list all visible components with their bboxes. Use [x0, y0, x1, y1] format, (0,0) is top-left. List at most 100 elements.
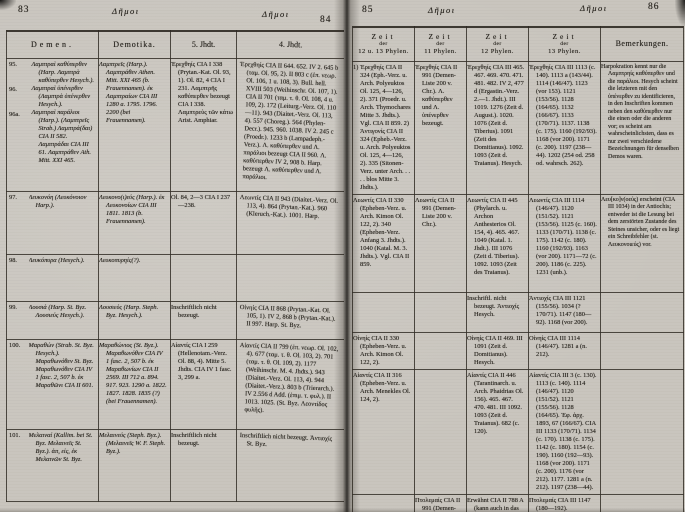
zeit-12-cell: Inschriftl. nicht bezeugt. Ἀντιοχίς Hesy… — [466, 291, 529, 333]
column-header-demen: Demen. — [5, 30, 100, 59]
running-head: Δῆμοι — [580, 3, 608, 13]
jhdt4-cell: Λεωντίς CIA II 943 (Diaitet.-Verz. Ol. 1… — [236, 190, 344, 255]
bemerkungen-cell — [600, 331, 684, 370]
jhdt4-cell — [236, 253, 344, 302]
column-header-bemerkungen: Bemerkungen. — [600, 26, 684, 62]
table-row: 101. Μελαιναί (Kallim. bei St. Byz. Μελα… — [6, 428, 344, 502]
table-row: Λεωντίς CIA II 330 (Epheben-Verz. u. Arc… — [352, 193, 684, 293]
row-number: 101. — [6, 428, 29, 502]
demotika-cell: Μελαινεύς (Steph. Byz.). (Μελαινεῖς W. F… — [98, 428, 172, 502]
table-row: 95. 96. 96a. Λαμπτραὶ καθύπερθεν (Harp. … — [6, 57, 344, 192]
table-row: 100. Μαραθών (Strab. St. Byz. Hesych.). … — [6, 338, 344, 430]
header-line: Zeit — [428, 32, 453, 42]
table-header-row: Demen. Demotika. 5. Jhdt. 4. Jhdt. — [5, 30, 344, 59]
column-header-zeit-11-phylen: Zeit der 11 Phylen. — [414, 26, 467, 62]
running-head: Δῆμοι — [428, 5, 456, 15]
header-line: 11 Phylen. — [424, 48, 457, 56]
jhdt5-cell: Inschriftlich nicht bezeugt. — [170, 428, 238, 502]
zeit-12-13-cell: Αἰαντίς CIA II 316 (Epheben-Verz. u. Arc… — [352, 368, 415, 495]
column-header-4-jhdt-label: 4. Jhdt. — [278, 39, 303, 50]
column-header-zeit-12-13-phylen: Zeit der 12 u. 13 Phylen. — [352, 26, 415, 62]
bemerkungen-cell — [600, 493, 684, 512]
zeit-13-cell: Ἐρεχθηίς CIA III 1113 (c. 140). 1113 a (… — [528, 60, 601, 195]
demotika-cell: Λαμπτρεῖς (Harp.). Λαμπτράθεν Athen. Mit… — [98, 57, 172, 192]
zeit-12-cell: Οἰνηίς CIA II 469. III 1091 (Zeit d. Dom… — [466, 331, 529, 370]
header-line: Zeit — [485, 32, 510, 42]
demotika-cell: Λουσιεύς (Harp. Steph. Byz. Hesych.). — [98, 300, 172, 340]
demotika-cell: Λευκοπυρηίς(?). — [98, 253, 172, 302]
scan-corner-shadow-top-right — [675, 0, 685, 26]
demen-cell: Μαραθών (Strab. St. Byz. Hesych.). Μαραθ… — [28, 338, 100, 430]
table-row: 1) Ἐρεχθηίς CIA II 324 (Eph.-Verz. u. Ar… — [352, 60, 684, 195]
header-line: 12 Phylen. — [481, 48, 514, 56]
jhdt4-text — [240, 257, 340, 261]
zeit-12-13-cell — [352, 291, 415, 333]
running-head: Δῆμοι — [262, 9, 290, 19]
row-number: 96a. — [9, 110, 20, 118]
row-number: 99. — [6, 300, 29, 340]
jhdt4-cell: Αἰαντίς CIA II 799 (ἐπ. νεωρ. Ol. 102, 4… — [236, 338, 344, 430]
demen-cell: Λευκονόη (Λευκόνοιον Harp.). — [28, 190, 100, 255]
jhdt4-text: Ἐρεχθηίς CIA II 644. 652. IV 2. 645 b (τ… — [239, 60, 339, 181]
bemerkungen-cell: Harpokration kennt nur die Λαμπτρηίς καθ… — [600, 60, 684, 195]
zeit-12-cell: Λεωντίς CIA II 445 (Phylarch. u. Archon … — [466, 193, 529, 293]
row-number: 100. — [6, 338, 29, 430]
column-header-5-jhdt: 5. Jhdt. — [170, 30, 238, 59]
deme-entry: Λαμπτραὶ καθύπερθεν (Harp. Λαμπτρὰ καθύπ… — [31, 60, 95, 84]
jhdt4-text: Οἰνηίς CIA II 868 (Prytan.-Kat. Ol. 105,… — [239, 303, 336, 329]
zeit-11-cell: Λεωντίς CIA II 991 (Demen-Liste 200 v. C… — [414, 193, 467, 293]
column-header-4-jhdt: 4. Jhdt. — [236, 30, 344, 59]
header-line: der — [560, 41, 569, 48]
row-number: 98. — [6, 253, 29, 302]
deme-table-left: Demen. Demotika. 5. Jhdt. 4. Jhdt. 95. 9… — [5, 30, 344, 502]
table-row: 98. Λευκόπυρα (Hesych.). Λευκοπυρηίς(?). — [6, 253, 344, 302]
row-number: 97. — [6, 190, 29, 255]
running-head: Δῆμοι — [112, 6, 140, 16]
table-row: 99. Λουσιά (Harp. St. Byz. Λουσιεύς Hesy… — [6, 300, 344, 340]
demen-cell: Λουσιά (Harp. St. Byz. Λουσιεύς Hesych.)… — [28, 300, 100, 340]
zeit-11-cell: Ἐρεχθηίς CIA II 991 (Demen-Liste 200 v. … — [414, 60, 467, 195]
row-number: 95. — [9, 60, 17, 68]
header-line: der — [436, 41, 445, 48]
scan-corner-shadow-top-left — [0, 0, 16, 10]
zeit-12-13-cell: Λεωντίς CIA II 330 (Epheben-Verz. u. Arc… — [352, 193, 415, 293]
demotika-cell: Μαραθώνιος (St. Byz.). Μαραθωνόθεν CIA I… — [98, 338, 172, 430]
jhdt5-cell: Ἐρεχθηίς CIA I 338 (Prytan.-Kat. Ol. 93,… — [170, 57, 238, 192]
zeit-12-cell: Ἐρεχθηίς CIA III 465. 467. 469. 470. 471… — [466, 60, 529, 195]
jhdt4-cell: Οἰνηίς CIA II 868 (Prytan.-Kat. Ol. 105,… — [236, 300, 344, 340]
jhdt4-text: Λεωντίς CIA II 943 (Diaitet.-Verz. Ol. 1… — [239, 193, 339, 220]
deme-entry: Λαμπτραὶ παράλιοι (Harp.). (Λαμπτρεῖς St… — [31, 108, 93, 164]
zeit-11-cell — [414, 331, 467, 370]
zeit-13-cell: Οἰνηίς CIA III 1114 (146/47). 1281 a (n.… — [528, 331, 601, 370]
table-row: Αἰαντίς CIA II 316 (Epheben-Verz. u. Arc… — [352, 368, 684, 495]
jhdt4-cell: Inschriftlich nicht bezeugt. Ἀντιοχίς St… — [236, 428, 344, 502]
demen-cell: Λευκόπυρα (Hesych.). — [28, 253, 100, 302]
zeit-11-cell — [414, 368, 467, 495]
demen-cell: Μελαιναί (Kallim. bei St. Byz. Μελαινεῖς… — [28, 428, 100, 502]
table-header-row: Zeit der 12 u. 13 Phylen. Zeit der 11 Ph… — [352, 26, 684, 62]
zeit-13-cell: Ἀντιοχίς CIA III 1121 (155/56). 1034 (?1… — [528, 291, 601, 333]
zeit-12-13-cell: Οἰνηίς CIA II 330 (Epheben-Verz. u. Arch… — [352, 331, 415, 370]
demen-cell: Λαμπτραὶ καθύπερθεν (Harp. Λαμπτρὰ καθύπ… — [28, 57, 100, 192]
page-number: 84 — [320, 15, 332, 25]
header-line: 13 Phylen. — [548, 48, 581, 56]
jhdt5-cell: Inschriftlich nicht bezeugt. — [170, 300, 238, 340]
jhdt4-cell: Ἐρεχθηίς CIA II 644. 652. IV 2. 645 b (τ… — [236, 57, 344, 192]
demotika-cell: Λευκονο(ι)εύς (Harp.). ἐκ Λευκονοίων CIA… — [98, 190, 172, 255]
jhdt5-cell — [170, 253, 238, 302]
zeit-13-cell: Αἰαντίς CIA III 3 (c. 130). 1113 (c. 140… — [528, 368, 601, 495]
header-line: der — [493, 41, 502, 48]
header-line: Zeit — [371, 32, 396, 42]
column-header-demotika: Demotika. — [98, 30, 172, 59]
table-row: Inschriftl. nicht bezeugt. Ἀντιοχίς Hesy… — [352, 291, 684, 333]
zeit-12-cell: Αἰαντίς CIA II 446 (Tarantinarch. u. Arc… — [466, 368, 529, 495]
row-number: 96. — [9, 85, 17, 93]
zeit-12-13-cell: 1) Ἐρεχθηίς CIA II 324 (Eph.-Verz. u. Ar… — [352, 60, 415, 195]
bemerkungen-cell: Λευ[κο]ν(οεύς) erscheint (CIA III 1034) … — [600, 193, 684, 293]
jhdt5-cell: Ol. 84, 2—3 CIA I 237—238. — [170, 190, 238, 255]
page-number: 83 — [18, 5, 30, 15]
page-number: 86 — [648, 2, 660, 12]
jhdt5-cell: Αἰαντίς CIA I 259 (Hellenotam.-Verz. Ol.… — [170, 338, 238, 430]
book-gutter-shadow — [334, 0, 360, 512]
